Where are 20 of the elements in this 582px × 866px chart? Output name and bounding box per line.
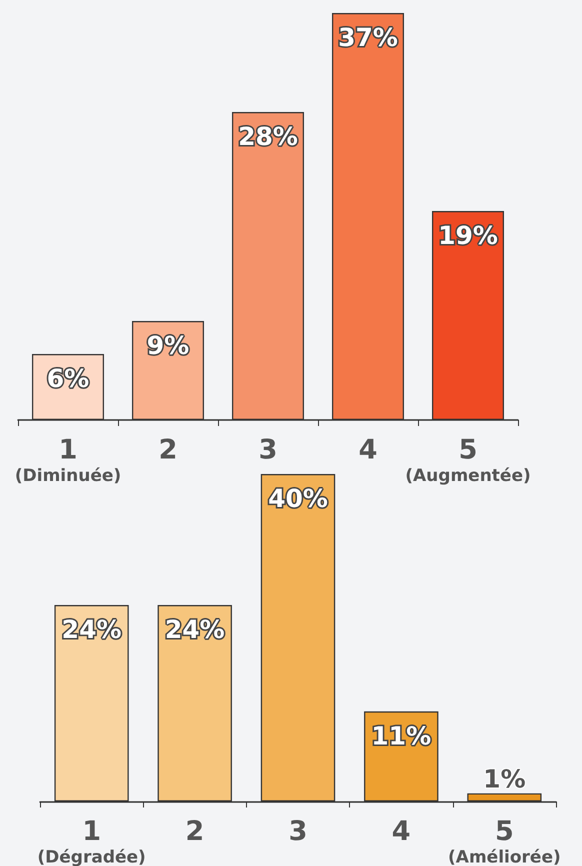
x-tick-label: 2 bbox=[158, 434, 178, 466]
x-tick-label: 3 bbox=[288, 816, 308, 847]
x-tick-label: 1 (Dégradée) bbox=[37, 816, 146, 866]
x-tick-label: 5 (Améliorée) bbox=[448, 816, 561, 866]
x-tick-label: 4 bbox=[392, 816, 411, 847]
data-label: 24% bbox=[62, 615, 122, 644]
x-tick-label: 2 bbox=[185, 816, 204, 847]
data-label: 37% bbox=[338, 23, 398, 52]
data-label: 9% bbox=[146, 331, 190, 360]
x-tick-label: 1 (Diminuée) bbox=[14, 434, 122, 486]
data-label: 40% bbox=[268, 484, 328, 513]
data-label: 19% bbox=[438, 221, 498, 250]
data-label: 28% bbox=[238, 122, 298, 151]
data-label: 1% bbox=[483, 764, 526, 794]
data-label: 24% bbox=[164, 615, 225, 644]
data-label: 11% bbox=[371, 721, 432, 750]
x-tick-label: 5 (Augmentée) bbox=[405, 434, 531, 486]
x-tick-label: 4 bbox=[358, 434, 378, 466]
x-tick-label: 3 bbox=[258, 434, 278, 466]
data-label: 6% bbox=[46, 364, 90, 393]
